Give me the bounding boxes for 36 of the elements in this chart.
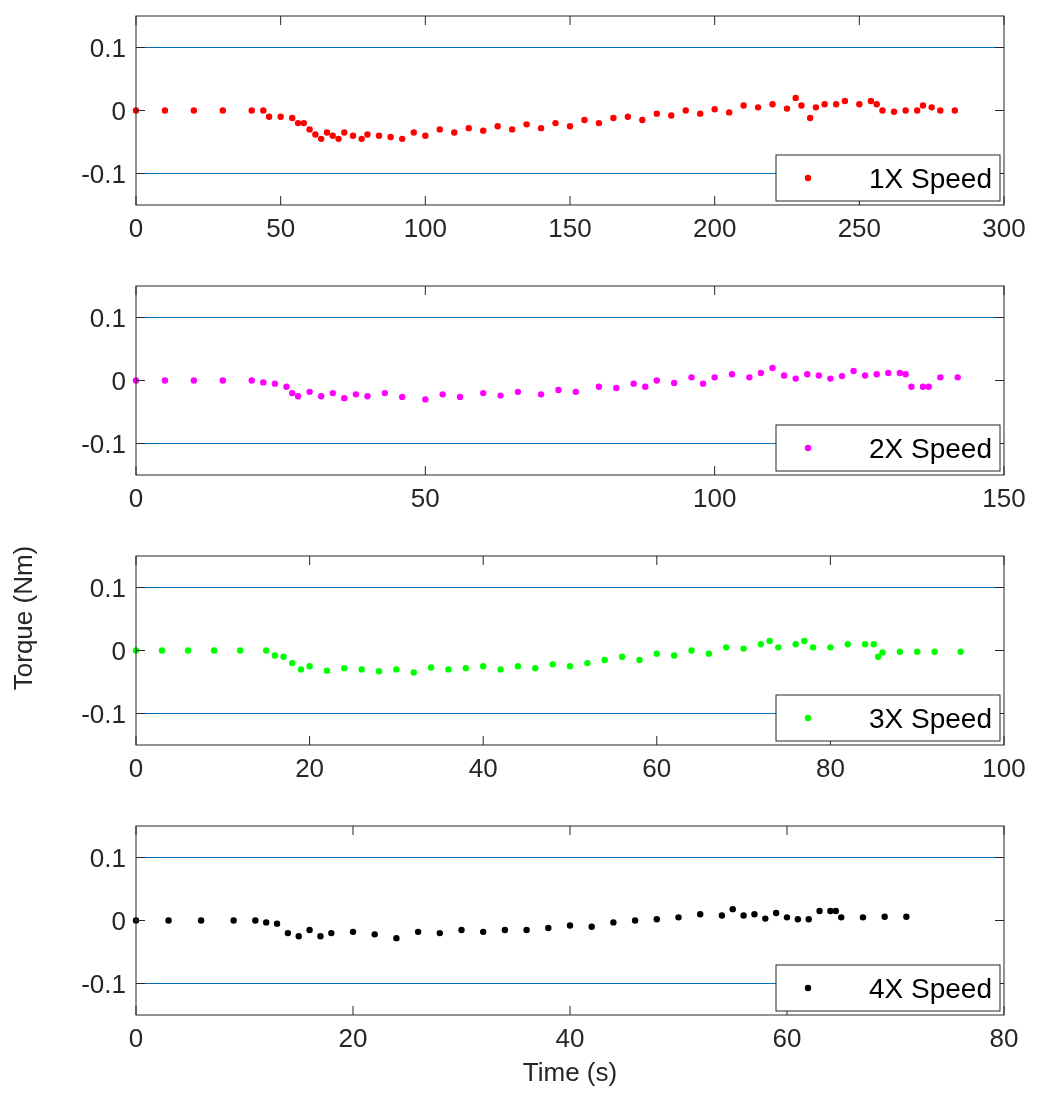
x-tick-label: 50: [266, 213, 296, 243]
legend-label: 2X Speed: [869, 433, 992, 464]
x-tick-label: 40: [468, 753, 498, 783]
y-tick-label: 0.1: [89, 572, 126, 603]
y-tick-label: 0.1: [89, 842, 126, 873]
x-tick-label: 200: [692, 213, 737, 243]
x-tick-label: 50: [410, 483, 440, 513]
y-tick-label: 0: [111, 635, 126, 666]
x-tick-label: 20: [338, 1023, 368, 1053]
y-tick-label: 0.1: [89, 302, 126, 333]
y-tick-label: 0: [111, 365, 126, 396]
x-tick-label: 100: [403, 213, 448, 243]
x-tick-label: 60: [642, 753, 672, 783]
x-tick-label: 300: [982, 213, 1026, 243]
x-tick-label: 20: [295, 753, 325, 783]
y-tick-label: 0.1: [89, 32, 126, 63]
x-tick-label: 150: [982, 483, 1026, 513]
x-tick-label: 250: [837, 213, 882, 243]
x-tick-label: 80: [989, 1023, 1019, 1053]
y-tick-label: -0.1: [81, 428, 126, 459]
y-tick-label: -0.1: [81, 698, 126, 729]
legend-label: 4X Speed: [869, 973, 992, 1004]
x-tick-label: 150: [548, 213, 592, 243]
y-tick-label: -0.1: [81, 968, 126, 999]
legend-label: 3X Speed: [869, 703, 992, 734]
legend-label: 1X Speed: [869, 163, 992, 194]
x-axis-title: Time (s): [522, 1057, 618, 1087]
y-tick-label: 0: [111, 95, 126, 126]
y-tick-label: 0: [111, 905, 126, 936]
y-tick-label: -0.1: [81, 158, 126, 189]
x-tick-label: 80: [815, 753, 845, 783]
x-tick-label: 60: [772, 1023, 802, 1053]
y-axis-title: Torque (Nm): [8, 545, 38, 691]
x-tick-label: 100: [982, 753, 1026, 783]
x-tick-label: 100: [692, 483, 737, 513]
x-tick-label: 40: [555, 1023, 585, 1053]
